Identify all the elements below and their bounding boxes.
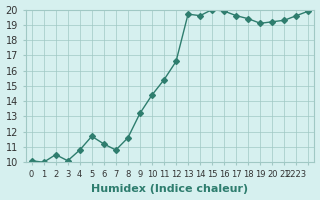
X-axis label: Humidex (Indice chaleur): Humidex (Indice chaleur)	[92, 184, 249, 194]
